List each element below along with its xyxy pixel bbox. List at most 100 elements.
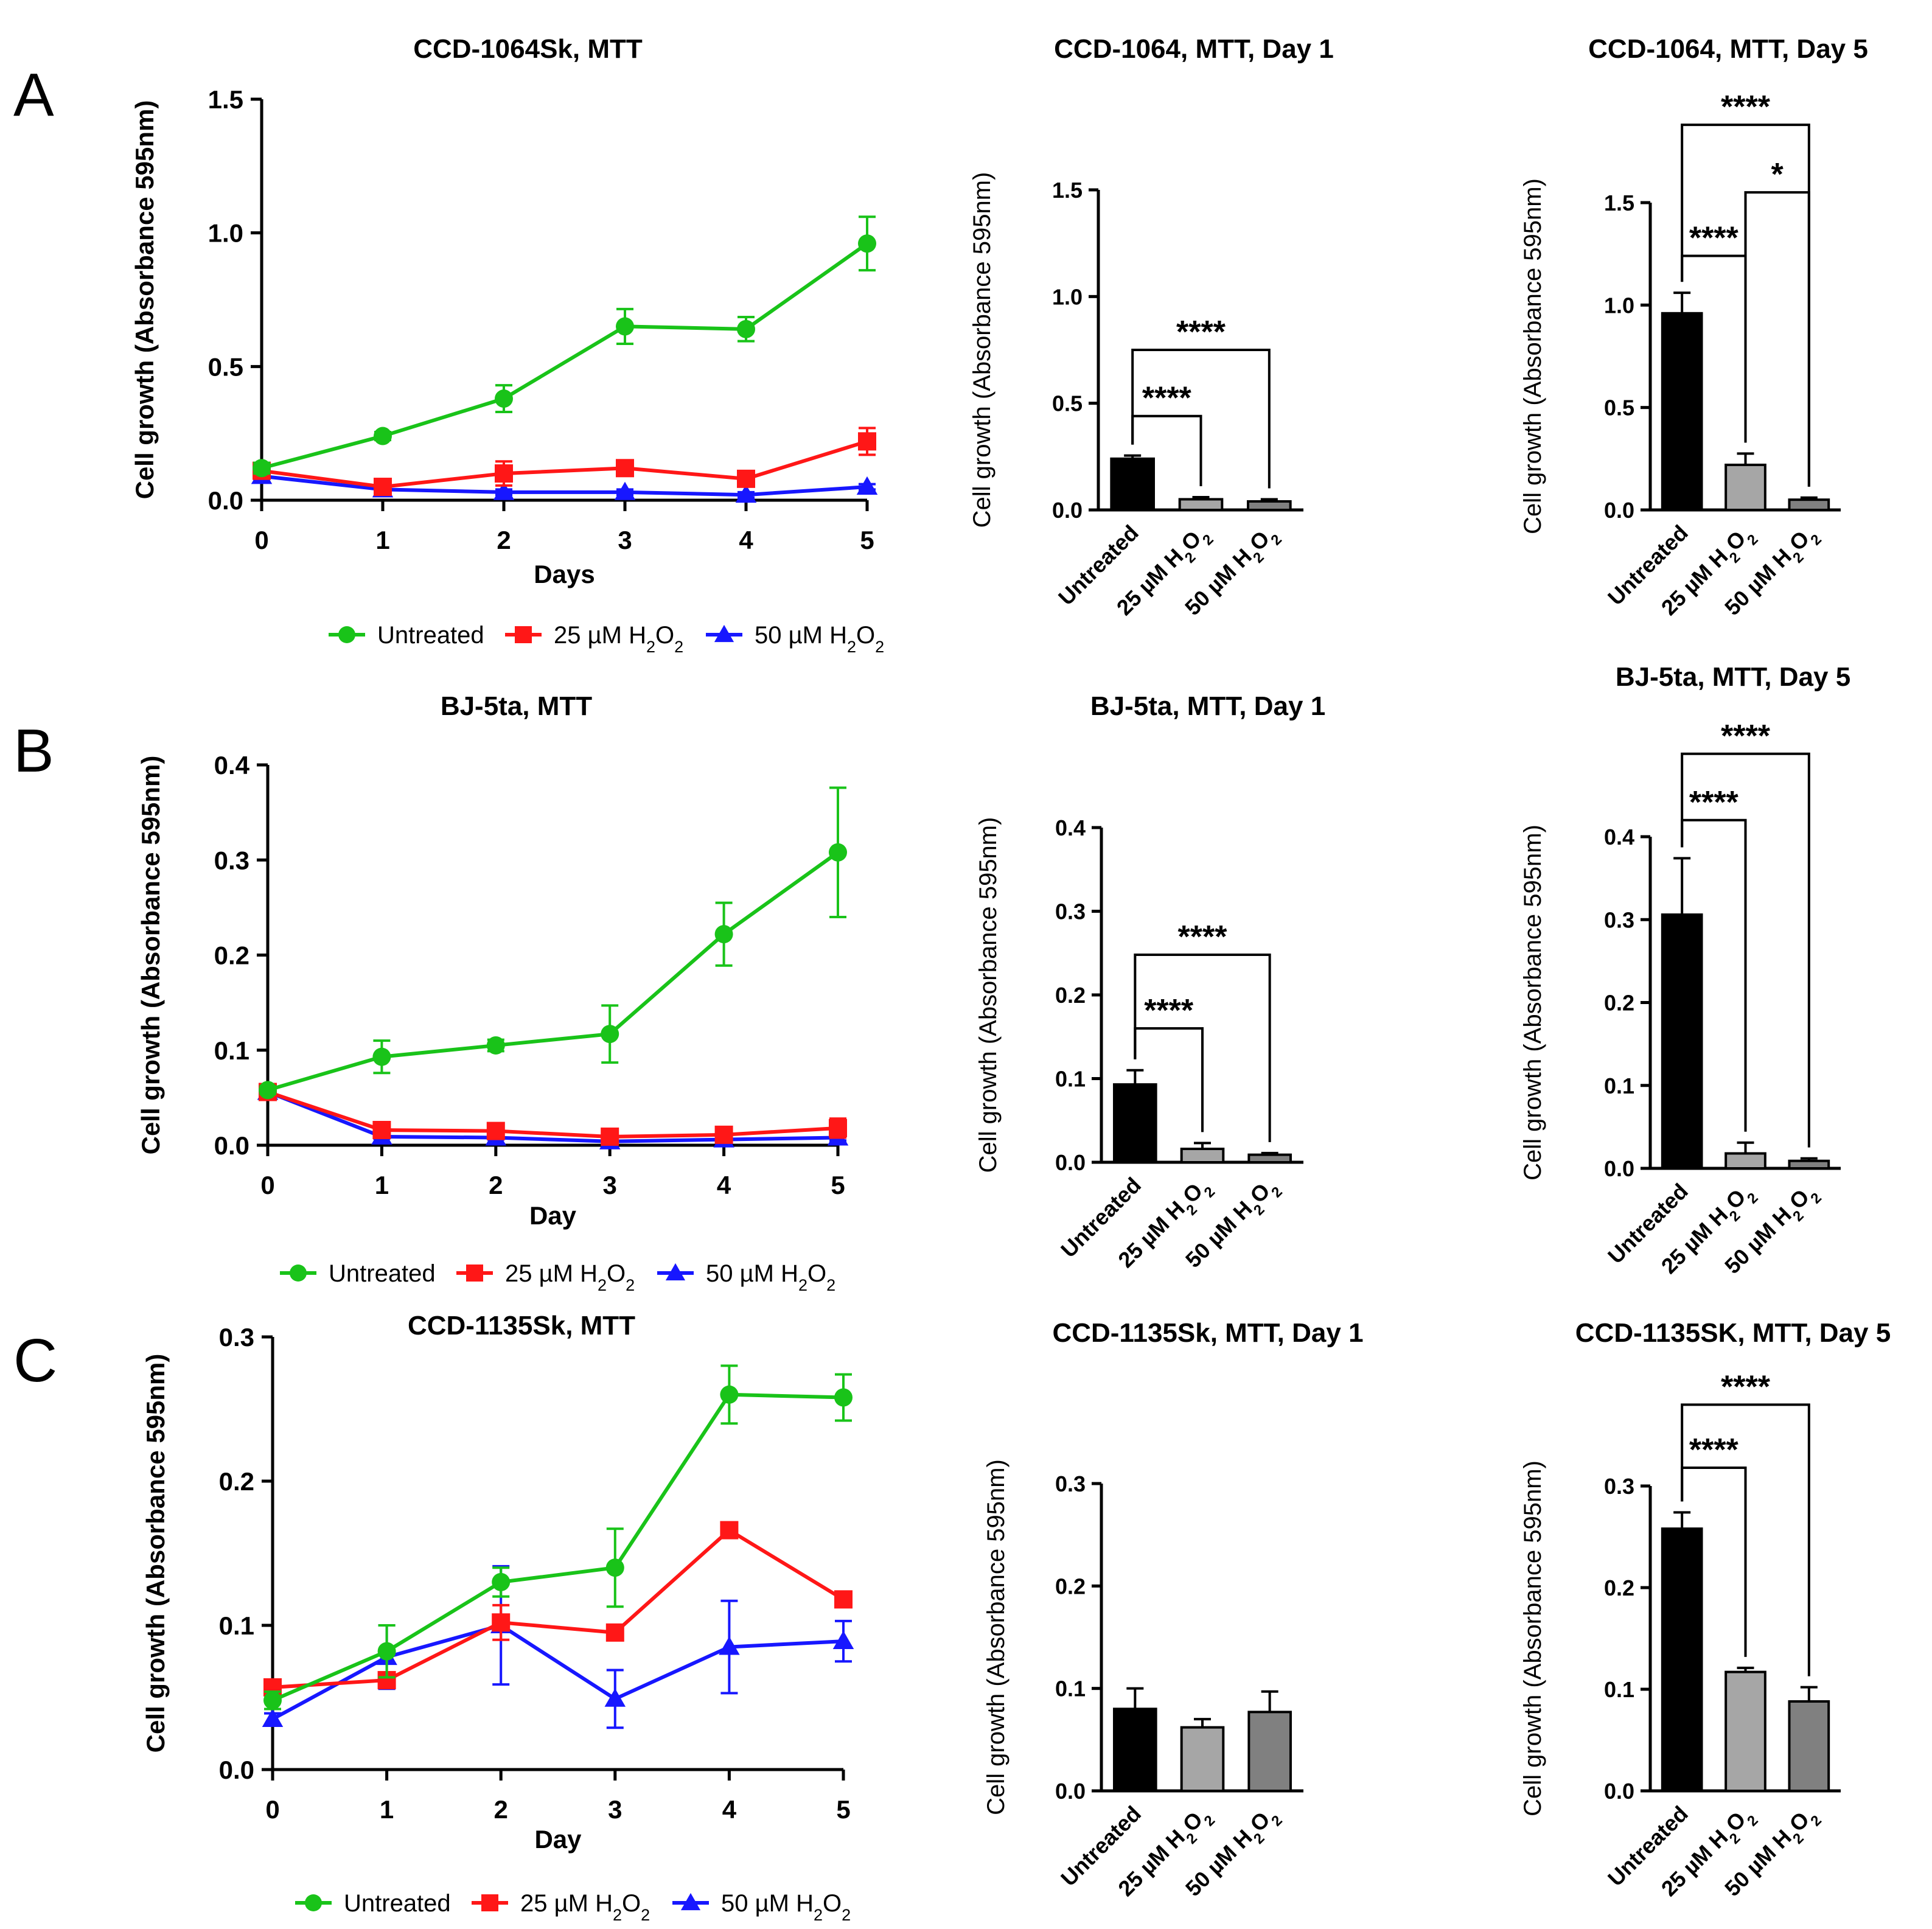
- series-circle: [253, 215, 876, 478]
- data-point: [856, 476, 878, 495]
- y-tick-label: 0.0: [1604, 1779, 1634, 1804]
- data-point: [720, 1385, 739, 1404]
- panel-labels: A B C: [13, 61, 57, 1395]
- y-axis-label: Cell growth (Absorbance 595nm): [130, 100, 159, 500]
- y-tick-label: 0.2: [1055, 983, 1086, 1008]
- significance-bracket: [1681, 1466, 1747, 1657]
- y-tick-label: 0.4: [1604, 825, 1634, 849]
- y-tick-label: 0.2: [1604, 1575, 1634, 1600]
- significance-label: ****: [1142, 381, 1192, 416]
- bar: [1247, 1711, 1292, 1792]
- legend-label: 50 µM H2O2: [721, 1890, 851, 1924]
- y-tick-label: 0.1: [1604, 1677, 1634, 1702]
- data-point: [714, 925, 733, 944]
- bar: [1661, 312, 1703, 511]
- bar: [1247, 500, 1292, 511]
- data-point: [374, 478, 392, 497]
- data-point: [372, 1047, 391, 1066]
- data-point: [735, 484, 757, 503]
- panel-label-c: C: [13, 1327, 57, 1395]
- bar: [1110, 457, 1155, 512]
- data-point: [262, 1708, 284, 1727]
- bar: [1113, 1707, 1157, 1792]
- data-point: [737, 319, 755, 338]
- bar: [1247, 1153, 1292, 1163]
- significance-bracket: [1134, 954, 1271, 1142]
- legend-marker: [290, 1264, 307, 1282]
- line-chart-title: CCD-1135Sk, MTT: [408, 1311, 635, 1341]
- bar-chart-title: CCD-1064, MTT, Day 5: [1588, 34, 1868, 64]
- series-line: [261, 439, 868, 489]
- bar: [1725, 1152, 1766, 1170]
- y-axis-label: Cell growth (Absorbance 595nm): [975, 817, 1002, 1173]
- legend-label: Untreated: [344, 1890, 451, 1917]
- x-tick-label: 3: [618, 526, 632, 554]
- legend: Untreated 25 µM H2O2 50 µM H2O2: [295, 1890, 851, 1924]
- data-point: [605, 1623, 624, 1642]
- y-tick-label: 0.1: [214, 1036, 249, 1065]
- x-tick-label: 2: [497, 526, 511, 554]
- bar: [1113, 1083, 1157, 1163]
- y-tick-label: 1.0: [208, 219, 243, 248]
- y-axis-label: Cell growth (Absorbance 595nm): [136, 756, 165, 1155]
- bar-chart-title: BJ-5ta, MTT, Day 1: [1090, 691, 1325, 721]
- y-tick-label: 0.4: [1055, 815, 1086, 840]
- significance-label: ****: [1689, 1432, 1739, 1468]
- y-tick-label: 0.0: [1055, 1779, 1086, 1804]
- data-point: [834, 1388, 853, 1407]
- data-point: [493, 481, 515, 500]
- legend-marker: [665, 1263, 686, 1281]
- bar: [1788, 1159, 1830, 1170]
- y-axis-label: Cell growth (Absorbance 595nm): [983, 1459, 1010, 1815]
- series-line: [267, 851, 839, 1092]
- bar: [1725, 1670, 1766, 1793]
- data-point: [253, 459, 271, 478]
- significance-label: ****: [1689, 221, 1739, 256]
- data-point: [714, 1125, 733, 1144]
- legend-marker: [481, 1894, 498, 1911]
- data-point: [259, 1081, 277, 1100]
- legend-label: 25 µM H2O2: [520, 1890, 650, 1924]
- y-tick-label: 0.0: [1604, 498, 1634, 523]
- y-tick-label: 0.3: [214, 846, 249, 874]
- series-line: [261, 242, 868, 470]
- data-point: [614, 481, 636, 500]
- series-line: [272, 1527, 845, 1689]
- series-line: [271, 1392, 844, 1702]
- y-tick-label: 0.2: [1055, 1574, 1086, 1599]
- data-point: [829, 843, 847, 862]
- x-tick-label: 4: [739, 526, 753, 554]
- data-point: [720, 1521, 739, 1540]
- legend-marker: [714, 624, 734, 643]
- series-line: [271, 1623, 844, 1721]
- significance-bracket: [1681, 818, 1747, 1132]
- bar: [1788, 1700, 1830, 1793]
- series-square: [253, 427, 876, 497]
- x-tick-label: 1: [380, 1795, 394, 1824]
- y-tick-label: 0.3: [219, 1323, 254, 1352]
- charts-layer: CCD-1064Sk, MTT 0.0 0.5 1.0 1.5 0 1 2 3 4 5 Days Cel…: [130, 34, 1891, 1924]
- x-tick-label: 0: [260, 1171, 274, 1199]
- legend-label: 50 µM H2O2: [755, 622, 884, 656]
- bar-chart-title: CCD-1135Sk, MTT, Day 1: [1052, 1318, 1363, 1348]
- y-tick-label: 0.0: [1604, 1156, 1634, 1181]
- x-tick-label: 2: [489, 1171, 503, 1199]
- significance-bracket: [1131, 349, 1271, 489]
- line-chart-title: BJ-5ta, MTT: [441, 691, 592, 721]
- data-point: [263, 1691, 282, 1710]
- data-point: [834, 1590, 853, 1609]
- y-axis-label: Cell growth (Absorbance 595nm): [141, 1354, 170, 1753]
- panel-label-b: B: [13, 717, 54, 785]
- significance-bracket: [1131, 414, 1202, 486]
- y-tick-label: 0.2: [219, 1467, 254, 1496]
- legend-marker: [515, 626, 532, 643]
- bar: [1661, 913, 1703, 1170]
- bar-chart-title: CCD-1135SK, MTT, Day 5: [1575, 1318, 1891, 1348]
- series-line: [261, 474, 868, 497]
- data-point: [616, 317, 634, 336]
- series-line: [267, 1090, 839, 1143]
- x-tick-label: 0: [254, 526, 268, 554]
- data-point: [377, 1642, 396, 1661]
- legend-marker: [680, 1892, 701, 1911]
